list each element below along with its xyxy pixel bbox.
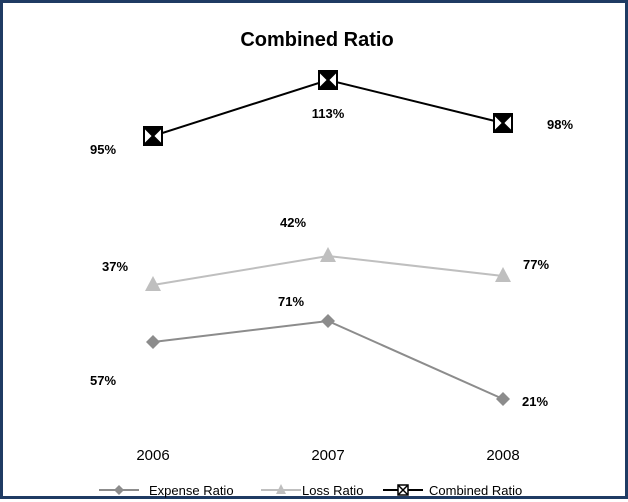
legend-label-loss-ratio: Loss Ratio xyxy=(302,483,363,498)
combined-ratio-marker-2008 xyxy=(493,113,513,133)
combined-ratio-marker-2007 xyxy=(318,70,338,90)
x-tick-label-2008: 2008 xyxy=(486,447,519,464)
expense-ratio-label-2008: 21% xyxy=(522,394,548,409)
loss-ratio-marker-2006 xyxy=(145,276,161,291)
combined-ratio-label-2008: 98% xyxy=(547,117,573,132)
legend-label-expense-ratio: Expense Ratio xyxy=(149,483,234,498)
combined-ratio-label-2007: 113% xyxy=(312,106,345,121)
loss-ratio-marker-2008 xyxy=(495,267,511,282)
expense-ratio-line xyxy=(152,319,504,400)
combined-ratio-marker-2006 xyxy=(143,126,163,146)
legend-triangle-marker xyxy=(276,484,286,494)
chart-title: Combined Ratio xyxy=(240,29,393,51)
loss-ratio-label-2006: 37% xyxy=(102,259,128,274)
legend-item-expense-ratio: Expense Ratio xyxy=(99,483,234,498)
expense-ratio-label-2006: 57% xyxy=(90,373,116,388)
legend: Expense Ratio Loss Ratio Combined Ratio xyxy=(99,483,522,498)
legend-xbox-marker xyxy=(397,484,409,496)
legend-diamond-marker xyxy=(114,485,124,495)
expense-ratio-marker-2006 xyxy=(146,335,160,349)
legend-item-loss-ratio: Loss Ratio xyxy=(261,483,363,498)
loss-ratio-label-2007: 42% xyxy=(280,215,306,230)
loss-ratio-label-2008: 77% xyxy=(523,257,549,272)
x-tick-label-2006: 2006 xyxy=(136,447,169,464)
expense-ratio-label-2007: 71% xyxy=(278,294,304,309)
expense-ratio-marker-2008 xyxy=(496,392,510,406)
legend-item-combined-ratio: Combined Ratio xyxy=(383,483,522,498)
legend-label-combined-ratio: Combined Ratio xyxy=(429,483,522,498)
x-tick-label-2007: 2007 xyxy=(311,447,344,464)
line-chart: Combined Ratio 57% 71% 21% 37% 42% 77% 95% 113%… xyxy=(90,29,573,498)
loss-ratio-marker-2007 xyxy=(320,247,336,262)
expense-ratio-marker-2007 xyxy=(321,314,335,328)
combined-ratio-label-2006: 95% xyxy=(90,142,116,157)
